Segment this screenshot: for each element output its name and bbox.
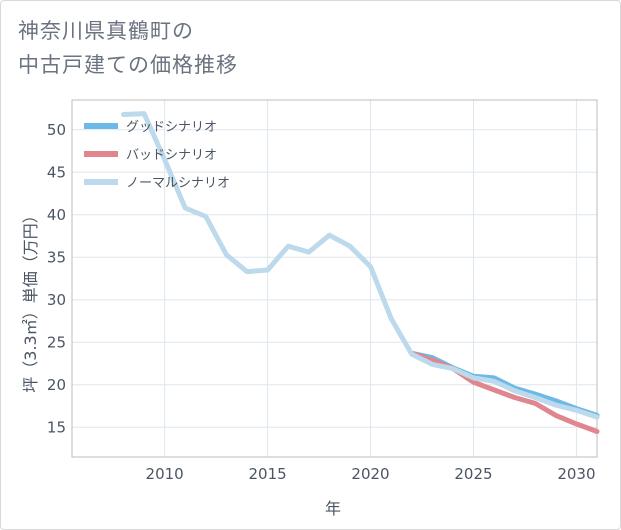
y-tick-label: 15 [47, 418, 66, 436]
y-tick-label: 40 [47, 206, 66, 224]
y-tick-label: 35 [47, 248, 66, 266]
x-axis-ticks: 2010 2015 2020 2025 2030 [146, 465, 596, 483]
y-tick-label: 45 [47, 163, 66, 181]
y-tick-label: 25 [47, 333, 66, 351]
chart-title-line-1: 神奈川県真鶴町の [18, 19, 194, 43]
chart-title-line-2: 中古戸建ての価格推移 [18, 53, 238, 77]
y-tick-label: 20 [47, 376, 66, 394]
x-tick-label: 2030 [557, 465, 595, 483]
x-tick-label: 2020 [351, 465, 389, 483]
series-lines [121, 111, 600, 434]
legend-label: グッドシナリオ [126, 120, 217, 135]
legend-label: バッドシナリオ [126, 148, 217, 163]
x-tick-label: 2025 [454, 465, 492, 483]
y-axis-label: 坪（3.3㎡）単価（万円） [21, 207, 40, 392]
y-tick-label: 50 [47, 121, 66, 139]
x-tick-label: 2015 [248, 465, 286, 483]
plot-area [71, 99, 598, 458]
series-line-3 [121, 111, 600, 420]
legend-label: ノーマルシナリオ [126, 176, 230, 191]
chart-title: 神奈川県真鶴町の 中古戸建ての価格推移 [18, 14, 238, 82]
x-axis-label: 年 [325, 499, 341, 518]
y-axis-ticks: 15 20 25 30 35 40 45 50 [47, 121, 66, 437]
x-tick-label: 2010 [146, 465, 184, 483]
y-tick-label: 30 [47, 291, 66, 309]
grid-lines [72, 100, 597, 457]
